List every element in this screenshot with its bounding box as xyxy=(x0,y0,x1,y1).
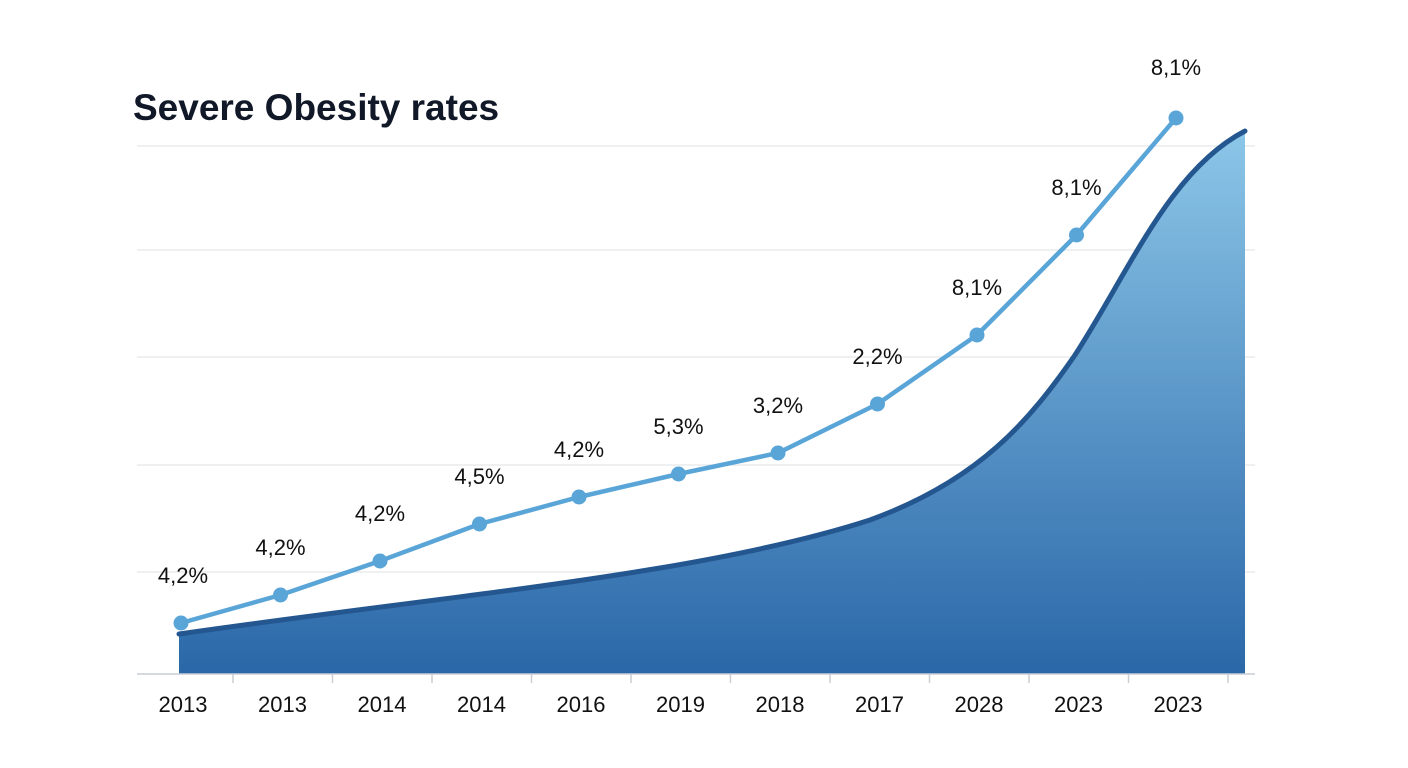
data-point xyxy=(969,327,985,343)
x-tick-label: 2018 xyxy=(756,692,805,717)
data-label: 4,2% xyxy=(554,437,604,462)
data-label: 2,2% xyxy=(852,344,902,369)
data-label: 5,3% xyxy=(653,414,703,439)
x-tick-label: 2013 xyxy=(258,692,307,717)
data-point xyxy=(472,516,487,532)
data-point xyxy=(1069,227,1084,243)
data-label: 3,2% xyxy=(753,393,803,418)
data-label: 4,5% xyxy=(454,464,504,489)
data-label: 4,2% xyxy=(355,501,405,526)
x-tick-label: 2019 xyxy=(656,692,705,717)
area-fill xyxy=(179,131,1245,674)
x-tick-label: 2016 xyxy=(557,692,606,717)
x-tick-label: 2028 xyxy=(955,692,1004,717)
data-point xyxy=(770,445,786,461)
data-label: 4,2% xyxy=(255,535,305,560)
data-label: 8,1% xyxy=(1051,175,1101,200)
data-point xyxy=(273,587,288,603)
data-point xyxy=(372,553,388,569)
data-point xyxy=(1168,110,1184,126)
x-tick-label: 2014 xyxy=(358,692,407,717)
x-tick-label: 2017 xyxy=(855,692,904,717)
data-label: 8,1% xyxy=(952,275,1002,300)
data-label: 4,2% xyxy=(158,563,208,588)
area-edge xyxy=(176,128,1248,637)
x-tick-label: 2014 xyxy=(457,692,506,717)
data-point xyxy=(173,615,189,631)
data-point xyxy=(571,489,587,505)
data-points xyxy=(173,110,1184,631)
data-point xyxy=(671,466,686,482)
data-labels: 4,2% 4,2% 4,2% 4,5% 4,2% 5,3% 3,2% 2,2% 8,1% 8,1%… xyxy=(158,55,1201,588)
x-tick-label: 2023 xyxy=(1054,692,1103,717)
chart-title: Severe Obesity rates xyxy=(133,87,499,128)
x-tick-label: 2013 xyxy=(159,692,208,717)
data-point xyxy=(870,396,885,412)
x-tick-labels: 2013 2013 2014 2014 2016 2019 2018 2017 2028 2023… xyxy=(159,692,1203,717)
data-label: 8,1% xyxy=(1151,55,1201,80)
x-axis xyxy=(137,673,1255,683)
x-tick-label: 2023 xyxy=(1154,692,1203,717)
